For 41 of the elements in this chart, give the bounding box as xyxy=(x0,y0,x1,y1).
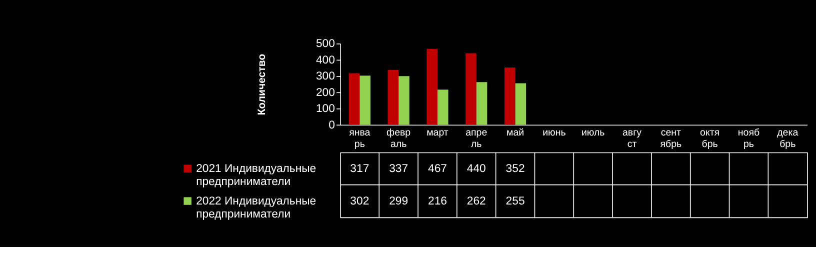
y-tick-label: 0 xyxy=(328,119,335,132)
y-tick-label: 300 xyxy=(316,70,335,83)
bar xyxy=(360,76,370,125)
data-label: 262 xyxy=(466,195,486,208)
x-tick-label: август xyxy=(622,128,642,150)
y-axis-title: Количество xyxy=(256,53,268,116)
bar xyxy=(504,68,516,125)
bar xyxy=(388,70,399,125)
data-label: 302 xyxy=(350,195,370,208)
y-tick-label: 500 xyxy=(316,38,335,50)
x-tick-label: сентябрь xyxy=(660,128,682,150)
data-label: 352 xyxy=(506,162,525,175)
data-label: 216 xyxy=(428,195,447,208)
x-tick-label: декабрь xyxy=(777,128,799,150)
x-tick-label: март xyxy=(426,128,449,139)
data-label: 467 xyxy=(428,162,447,175)
x-tick-label: январь xyxy=(349,128,371,150)
legend-label: 2021 Индивидуальные предприниматели xyxy=(196,162,316,188)
data-label: 440 xyxy=(466,162,486,175)
x-tick-label: ноябрь xyxy=(738,128,760,150)
x-tick-label: октябрь xyxy=(700,128,720,150)
legend-label: 2022 Индивидуальные предприниматели xyxy=(196,195,316,220)
data-label: 299 xyxy=(389,195,408,208)
x-tick-label: июнь xyxy=(542,128,566,139)
data-label: 317 xyxy=(350,162,370,175)
bar xyxy=(398,76,410,125)
bar xyxy=(437,90,448,125)
bar xyxy=(466,53,476,125)
x-tick-label: май xyxy=(506,128,524,139)
data-label: 255 xyxy=(506,195,525,208)
y-tick-label: 400 xyxy=(316,54,335,66)
y-tick-label: 200 xyxy=(316,86,335,99)
x-tick-label: февраль xyxy=(386,128,411,150)
bar xyxy=(515,83,526,125)
bar xyxy=(476,82,488,125)
bar xyxy=(348,73,360,125)
bar xyxy=(426,48,438,125)
data-label: 337 xyxy=(389,162,408,175)
x-tick-label: апрель xyxy=(466,128,488,150)
x-tick-label: июль xyxy=(581,128,605,139)
y-tick-label: 100 xyxy=(316,103,335,116)
